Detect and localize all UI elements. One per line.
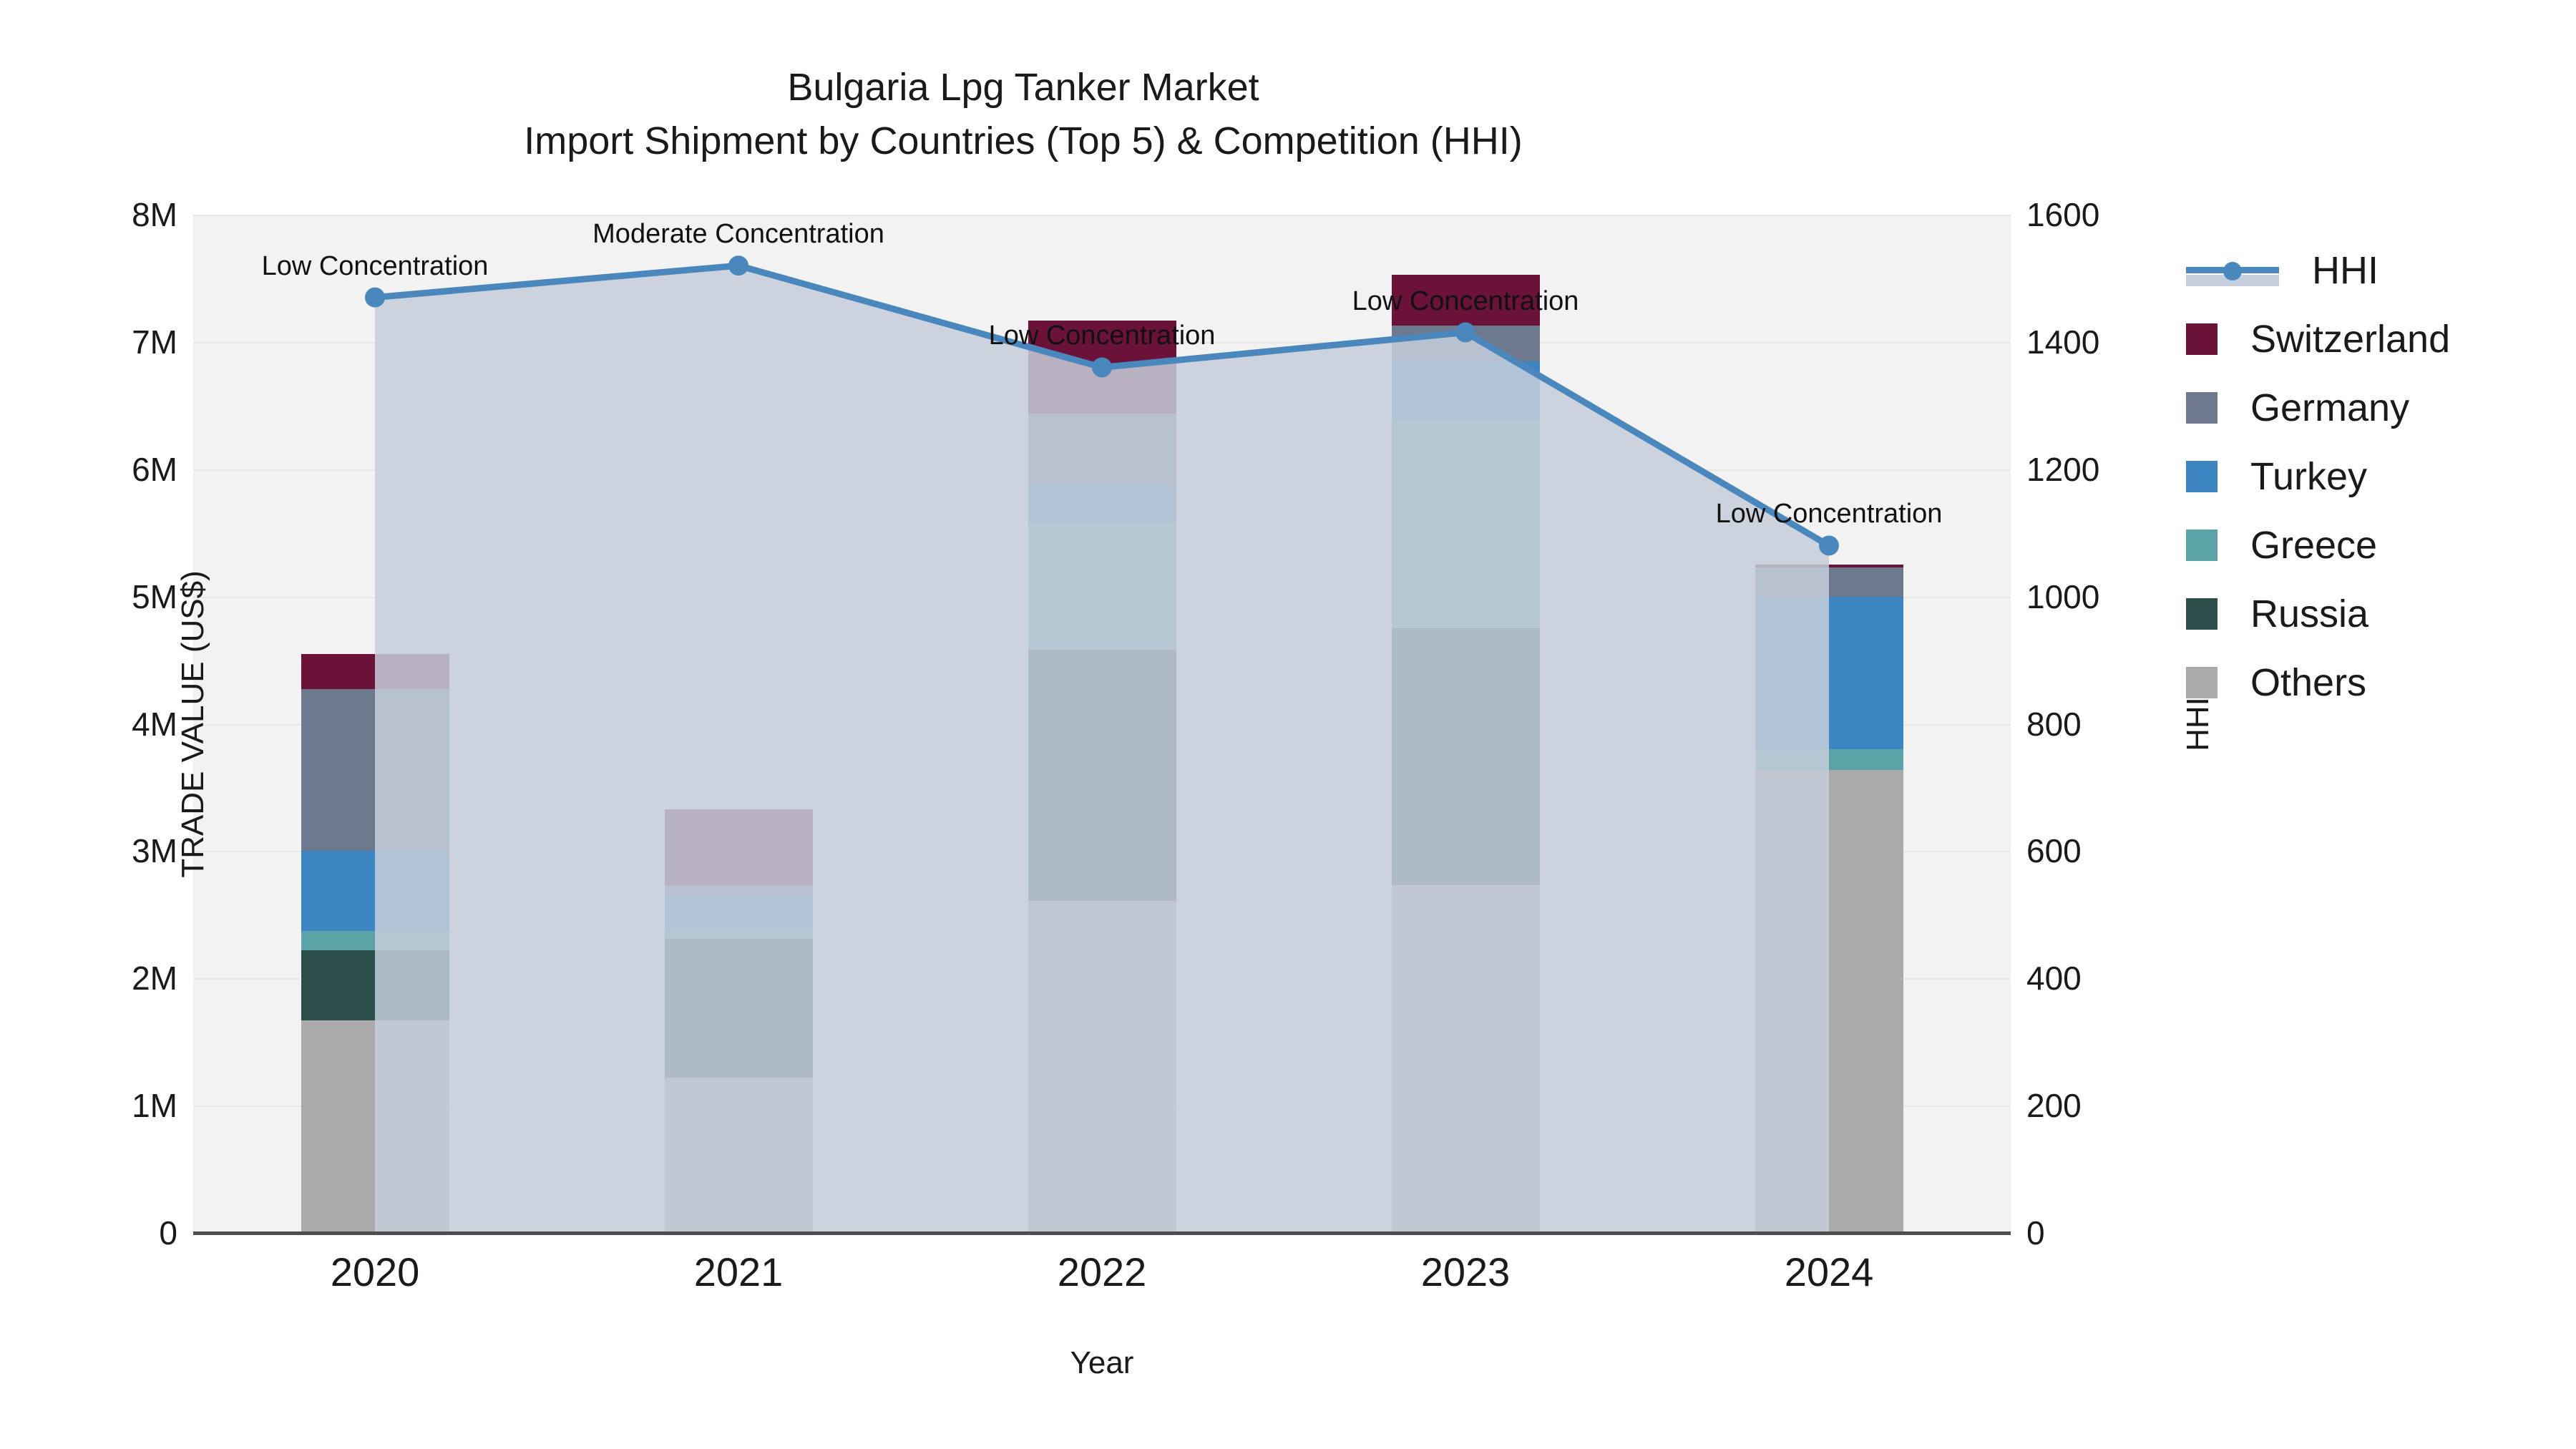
y-axis-right-tick: 1000 <box>2026 577 2100 615</box>
y-axis-right-tick: 200 <box>2026 1087 2082 1125</box>
hhi-annotation: Low Concentration <box>261 250 489 281</box>
y-axis-right-tick: 600 <box>2026 832 2082 870</box>
hhi-point[interactable] <box>1819 535 1839 556</box>
legend-item-hhi[interactable]: HHI <box>2186 236 2450 305</box>
hhi-series <box>365 255 1839 1233</box>
x-axis-tick-2020: 2020 <box>330 1249 420 1294</box>
legend-swatch <box>2186 461 2218 492</box>
y-axis-left-tick: 0 <box>159 1214 177 1252</box>
legend-label: Greece <box>2250 524 2378 567</box>
legend: HHI Switzerland Germany Turkey Greece Russia O… <box>2186 236 2450 717</box>
legend-swatch <box>2186 392 2218 424</box>
y-axis-left-tick: 5M <box>132 577 177 615</box>
legend-swatch <box>2186 667 2218 698</box>
hhi-point[interactable] <box>1455 322 1475 343</box>
legend-label: Others <box>2250 661 2367 704</box>
y-axis-right-tick: 400 <box>2026 960 2082 997</box>
hhi-annotation: Low Concentration <box>1352 286 1579 316</box>
legend-label: HHI <box>2312 249 2379 292</box>
legend-label: Turkey <box>2250 455 2368 498</box>
legend-item-switzerland[interactable]: Switzerland <box>2186 305 2450 374</box>
legend-item-greece[interactable]: Greece <box>2186 511 2450 580</box>
hhi-annotation: Moderate Concentration <box>592 219 884 250</box>
y-axis-left-tick: 6M <box>132 450 177 488</box>
legend-line-marker <box>2186 255 2279 286</box>
chart-title: Bulgaria Lpg Tanker Market Import Shipme… <box>0 61 2046 167</box>
y-axis-left-tick: 1M <box>132 1087 177 1125</box>
y-axis-right-tick: 800 <box>2026 705 2082 743</box>
legend-item-germany[interactable]: Germany <box>2186 374 2450 442</box>
x-axis-tick-2023: 2023 <box>1420 1249 1511 1294</box>
legend-swatch <box>2186 598 2218 630</box>
legend-swatch <box>2186 530 2218 561</box>
y-axis-right-tick: 1200 <box>2026 450 2100 488</box>
y-axis-left-tick: 3M <box>132 832 177 870</box>
legend-item-others[interactable]: Others <box>2186 648 2450 717</box>
hhi-point[interactable] <box>365 287 385 308</box>
x-axis-tick-2021: 2021 <box>693 1249 784 1294</box>
legend-label: Russia <box>2250 592 2369 635</box>
y-axis-right-tick: 0 <box>2026 1214 2045 1252</box>
y-axis-left-tick: 4M <box>132 705 177 743</box>
legend-swatch <box>2186 323 2218 355</box>
x-axis-tick-2024: 2024 <box>1784 1249 1874 1294</box>
y-axis-left-tick: 7M <box>132 323 177 361</box>
plot-area: Low Concentration Moderate Concentration L… <box>132 196 2215 1252</box>
hhi-annotation: Low Concentration <box>1715 499 1943 530</box>
y-axis-left-tick: 2M <box>132 960 177 997</box>
legend-label: Germany <box>2250 386 2410 429</box>
legend-item-russia[interactable]: Russia <box>2186 580 2450 648</box>
y-axis-left: 0 1M 2M 3M 4M 5M 6M 7M 8M <box>132 196 2011 1252</box>
y-axis-right: 0 200 400 600 800 1000 1200 1400 1600 <box>193 196 2099 1252</box>
legend-item-turkey[interactable]: Turkey <box>2186 442 2450 511</box>
y-axis-right-tick: 1600 <box>2026 196 2100 233</box>
x-axis-tick-2022: 2022 <box>1057 1249 1147 1294</box>
x-axis-line <box>193 1231 2011 1235</box>
gridline <box>193 215 2011 216</box>
hhi-area-fill <box>375 265 1829 1233</box>
y-axis-left-tick: 8M <box>132 196 177 233</box>
y-axis-right-tick: 1400 <box>2026 323 2100 361</box>
hhi-annotation: Low Concentration <box>988 321 1216 351</box>
x-axis-label: Year <box>1070 1345 1134 1380</box>
y-axis-left-label: TRADE VALUE (US$) <box>175 570 210 878</box>
chart-title-line1: Bulgaria Lpg Tanker Market <box>787 66 1259 109</box>
hhi-point[interactable] <box>1092 357 1112 378</box>
bar-segment-switzerland[interactable] <box>1391 274 1540 326</box>
hhi-point[interactable] <box>728 255 748 276</box>
chart-subtitle: Import Shipment by Countries (Top 5) & C… <box>524 119 1523 162</box>
legend-label: Switzerland <box>2250 318 2451 361</box>
